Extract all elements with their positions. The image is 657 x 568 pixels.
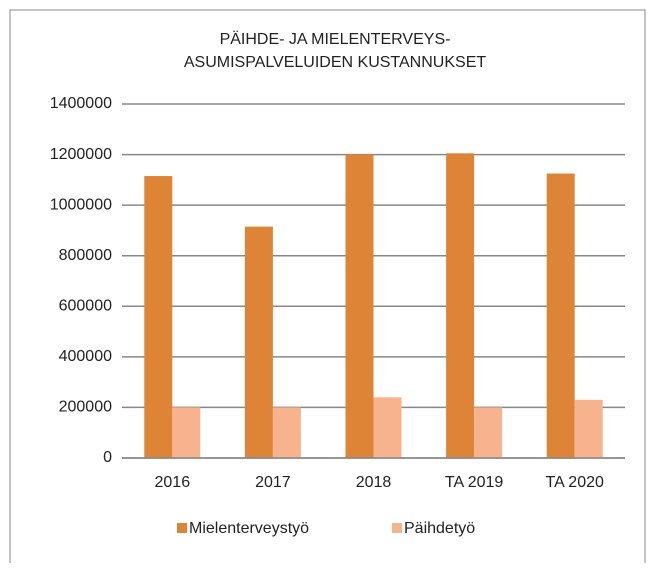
legend-swatch [177,523,187,533]
bar [244,226,273,458]
y-tick-label: 1000000 [50,196,112,213]
y-tick-label: 200000 [59,399,112,416]
legend-swatch [392,523,402,533]
bar [272,407,301,458]
bar [574,399,603,458]
legend-label: Mielenterveystyö [189,520,309,537]
bar [345,154,374,459]
x-tick-label: 2016 [155,474,191,491]
y-tick-label: 1200000 [50,146,112,163]
x-tick-label: 2018 [356,474,392,491]
chart-title: ASUMISPALVELUIDEN KUSTANNUKSET [184,54,487,71]
x-tick-label: TA 2020 [545,474,604,491]
x-tick-label: TA 2019 [445,474,504,491]
y-tick-label: 400000 [59,348,112,365]
bar [172,407,201,458]
chart-frame [9,9,646,563]
x-tick-label: 2017 [255,474,291,491]
y-tick-label: 1400000 [50,95,112,112]
y-tick-label: 0 [103,449,112,466]
bar [144,176,173,459]
chart-title: PÄIHDE- JA MIELENTERVEYS- [220,30,451,48]
bar [373,397,402,458]
y-tick-label: 800000 [59,247,112,264]
legend-label: Päihdetyö [404,520,475,537]
bar [546,173,575,459]
bar [446,153,475,459]
y-tick-label: 600000 [59,298,112,315]
bar [474,407,503,458]
